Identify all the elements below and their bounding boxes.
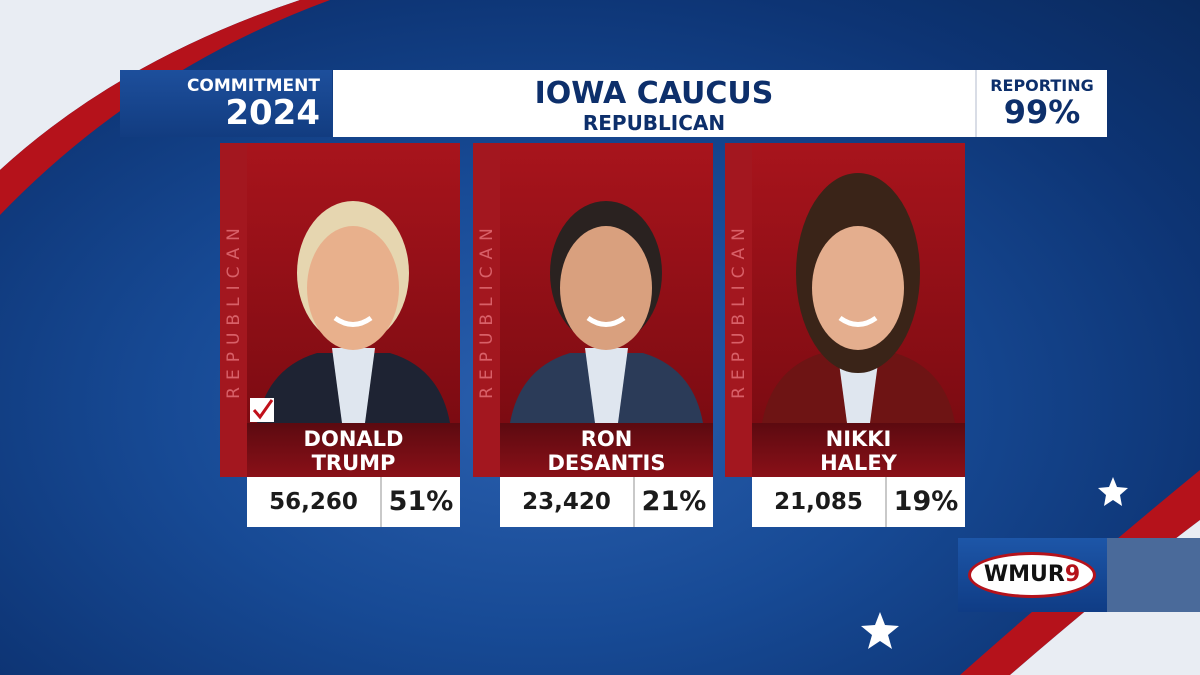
party-stripe: REPUBLICAN (725, 143, 752, 477)
logo-oval: WMUR9 (968, 552, 1096, 598)
last-name: DESANTIS (547, 451, 666, 475)
logo-bar (1107, 538, 1200, 612)
subtitle: REPUBLICAN (582, 111, 726, 135)
logo-number: 9 (1064, 562, 1081, 587)
vote-percent: 51% (382, 477, 460, 527)
logo: WMUR9 (958, 538, 1107, 612)
first-name: DONALD (303, 427, 404, 451)
vote-percent: 19% (887, 477, 965, 527)
candidate-photo (247, 143, 460, 423)
winner-check (250, 398, 274, 422)
title-bar: IOWA CAUCUS REPUBLICAN (333, 70, 975, 137)
candidate-photo (500, 143, 713, 423)
first-name: NIKKI (825, 427, 892, 451)
brand-line: COMMITMENT (186, 76, 320, 96)
name-band: RON DESANTIS (500, 423, 713, 477)
last-name: HALEY (820, 451, 897, 475)
party-label: REPUBLICAN (476, 221, 497, 399)
brand-year: 2024 (225, 93, 320, 133)
name-band: NIKKI HALEY (752, 423, 965, 477)
last-name: TRUMP (311, 451, 396, 475)
title: IOWA CAUCUS (534, 76, 774, 111)
party-stripe: REPUBLICAN (473, 143, 500, 477)
branding: COMMITMENT 2024 (120, 70, 332, 137)
portrait (257, 201, 450, 423)
name-band: DONALD TRUMP (247, 423, 460, 477)
portrait (510, 201, 703, 423)
first-name: RON (580, 427, 633, 451)
reporting-label: REPORTING (990, 76, 1094, 95)
reporting: REPORTING 99% (975, 70, 1107, 137)
portrait (762, 173, 955, 423)
party-stripe: REPUBLICAN (220, 143, 247, 477)
logo-text: WMUR (983, 562, 1065, 587)
vote-percent: 21% (635, 477, 713, 527)
vote-count: 21,085 (752, 477, 887, 527)
candidate-photo (752, 143, 965, 423)
reporting-value: 99% (1003, 93, 1081, 131)
party-label: REPUBLICAN (728, 221, 749, 399)
vote-count: 56,260 (247, 477, 382, 527)
vote-count: 23,420 (500, 477, 635, 527)
party-label: REPUBLICAN (223, 221, 244, 399)
